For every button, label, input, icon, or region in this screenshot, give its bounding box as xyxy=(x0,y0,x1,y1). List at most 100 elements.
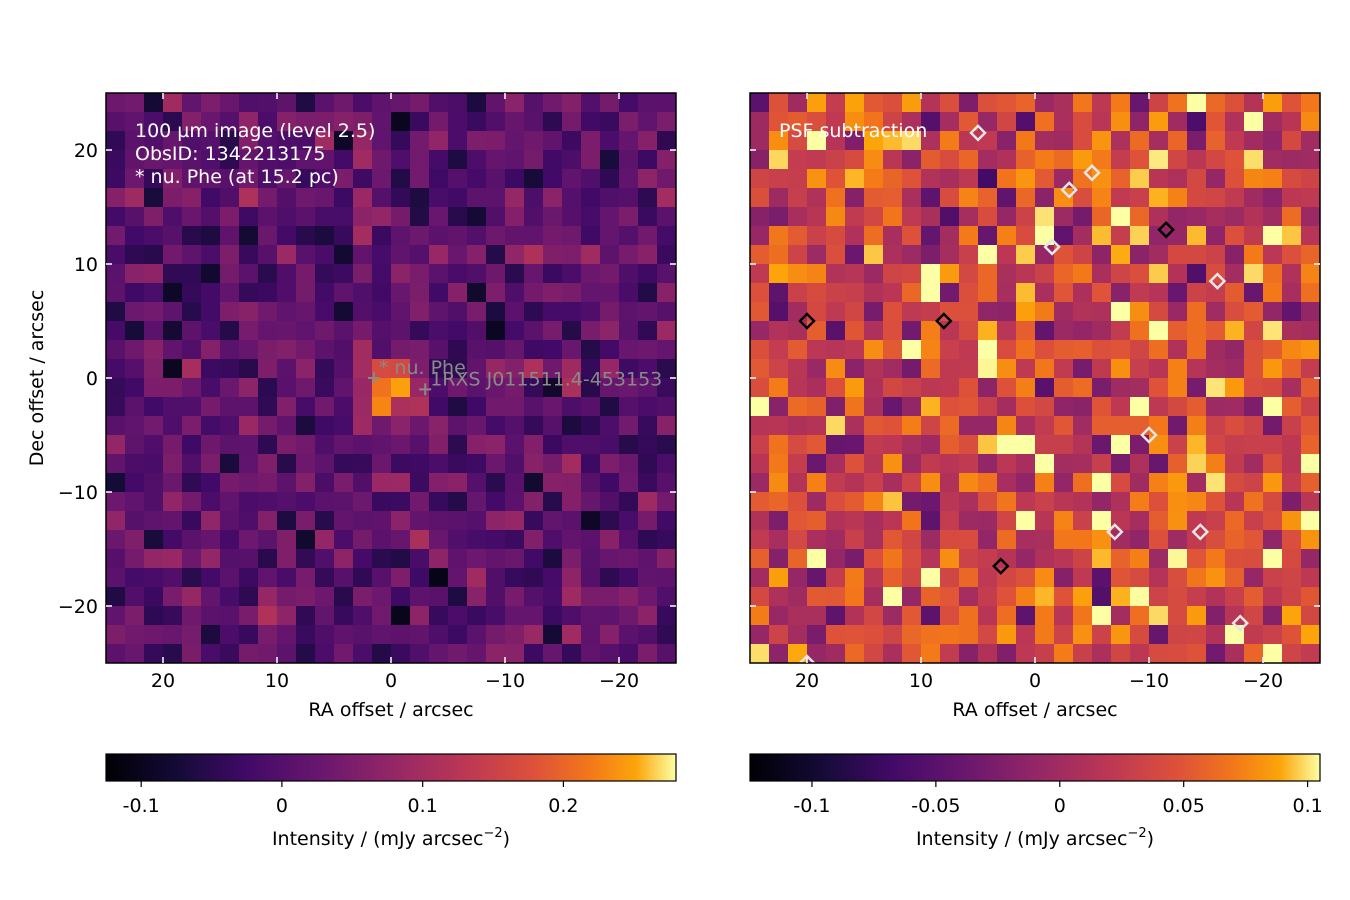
heatmap-cell xyxy=(1073,112,1093,132)
heatmap-cell xyxy=(220,112,240,132)
heatmap-cell xyxy=(1035,226,1055,246)
heatmap-cell xyxy=(334,359,354,379)
heatmap-cell xyxy=(921,245,941,265)
heatmap-cell xyxy=(258,150,278,170)
heatmap-cell xyxy=(372,359,392,379)
heatmap-cell xyxy=(1206,302,1226,322)
heatmap-cell xyxy=(201,644,221,663)
heatmap-cell xyxy=(826,131,846,151)
heatmap-cell xyxy=(182,492,202,512)
heatmap-cell xyxy=(315,302,335,322)
heatmap-cell xyxy=(657,264,676,284)
contour xyxy=(798,654,816,663)
heatmap-cell xyxy=(125,359,145,379)
heatmap-cell xyxy=(940,416,960,436)
heatmap-cell xyxy=(1206,435,1226,455)
heatmap-cell xyxy=(1054,150,1074,170)
heatmap-cell xyxy=(429,207,449,227)
heatmap-cell xyxy=(505,549,525,569)
heatmap-cell xyxy=(1301,530,1320,550)
heatmap-cell xyxy=(978,302,998,322)
heatmap-cell xyxy=(296,245,316,265)
heatmap-cell xyxy=(467,340,487,360)
heatmap-cell xyxy=(467,568,487,588)
heatmap-cell xyxy=(1130,188,1150,208)
heatmap-cell xyxy=(788,188,808,208)
heatmap-cell xyxy=(978,131,998,151)
heatmap-cell xyxy=(1016,587,1036,607)
heatmap-cell xyxy=(448,112,468,132)
heatmap-cell xyxy=(940,150,960,170)
heatmap-cell xyxy=(410,321,430,341)
heatmap-cell xyxy=(296,644,316,663)
heatmap-cell xyxy=(845,435,865,455)
heatmap-cell xyxy=(1130,587,1150,607)
heatmap-cell xyxy=(845,416,865,436)
heatmap-cell xyxy=(315,473,335,493)
heatmap-cell xyxy=(524,568,544,588)
heatmap-cell xyxy=(391,359,411,379)
heatmap-cell xyxy=(562,530,582,550)
heatmap-cell xyxy=(239,587,259,607)
heatmap-cell xyxy=(258,131,278,151)
heatmap-cell xyxy=(296,549,316,569)
heatmap-cell xyxy=(524,549,544,569)
heatmap-cell xyxy=(562,188,582,208)
heatmap-cell xyxy=(182,644,202,663)
heatmap-cell xyxy=(1035,283,1055,303)
heatmap-cell xyxy=(106,112,126,132)
heatmap-cell xyxy=(543,473,563,493)
heatmap-cell xyxy=(581,378,601,398)
heatmap-cell xyxy=(997,549,1017,569)
heatmap-cell xyxy=(1244,169,1264,189)
heatmap-cell xyxy=(1111,359,1131,379)
heatmap-cell xyxy=(315,264,335,284)
heatmap-cell xyxy=(1301,644,1320,663)
heatmap-cell xyxy=(277,378,297,398)
heatmap-cell xyxy=(1282,416,1302,436)
heatmap-cell xyxy=(239,264,259,284)
heatmap-cell xyxy=(750,131,770,151)
heatmap-cell xyxy=(883,283,903,303)
heatmap-cell xyxy=(921,397,941,417)
heatmap-cell xyxy=(315,226,335,246)
heatmap-cell xyxy=(1187,530,1207,550)
heatmap-cell xyxy=(1016,625,1036,645)
heatmap-cell xyxy=(372,378,392,398)
heatmap-cell xyxy=(334,511,354,531)
heatmap-cell xyxy=(163,378,183,398)
heatmap-cell xyxy=(201,112,221,132)
heatmap-cell xyxy=(638,378,658,398)
heatmap-cell xyxy=(940,321,960,341)
heatmap-cell xyxy=(125,435,145,455)
heatmap-cell xyxy=(788,511,808,531)
heatmap-cell xyxy=(1130,321,1150,341)
heatmap-cell xyxy=(600,454,620,474)
heatmap-cell xyxy=(258,245,278,265)
right-colorbar-label: Intensity / (mJy arcsec−2) xyxy=(916,826,1154,850)
heatmap-cell xyxy=(845,625,865,645)
heatmap-cell xyxy=(125,397,145,417)
heatmap-cell xyxy=(769,492,789,512)
heatmap-cell xyxy=(657,207,676,227)
heatmap-cell xyxy=(1206,549,1226,569)
heatmap-cell xyxy=(581,245,601,265)
heatmap-cell xyxy=(864,302,884,322)
heatmap-cell xyxy=(581,549,601,569)
heatmap-cell xyxy=(1187,644,1207,663)
heatmap-cell xyxy=(353,530,373,550)
heatmap-cell xyxy=(883,169,903,189)
heatmap-cell xyxy=(410,606,430,626)
heatmap-cell xyxy=(1149,340,1169,360)
heatmap-cell xyxy=(750,207,770,227)
heatmap-cell xyxy=(997,226,1017,246)
heatmap-cell xyxy=(1016,568,1036,588)
heatmap-cell xyxy=(1168,397,1188,417)
heatmap-cell xyxy=(883,207,903,227)
heatmap-cell xyxy=(1187,321,1207,341)
heatmap-cell xyxy=(486,492,506,512)
heatmap-cell xyxy=(997,454,1017,474)
heatmap-cell xyxy=(1054,435,1074,455)
heatmap-cell xyxy=(864,435,884,455)
heatmap-cell xyxy=(750,340,770,360)
